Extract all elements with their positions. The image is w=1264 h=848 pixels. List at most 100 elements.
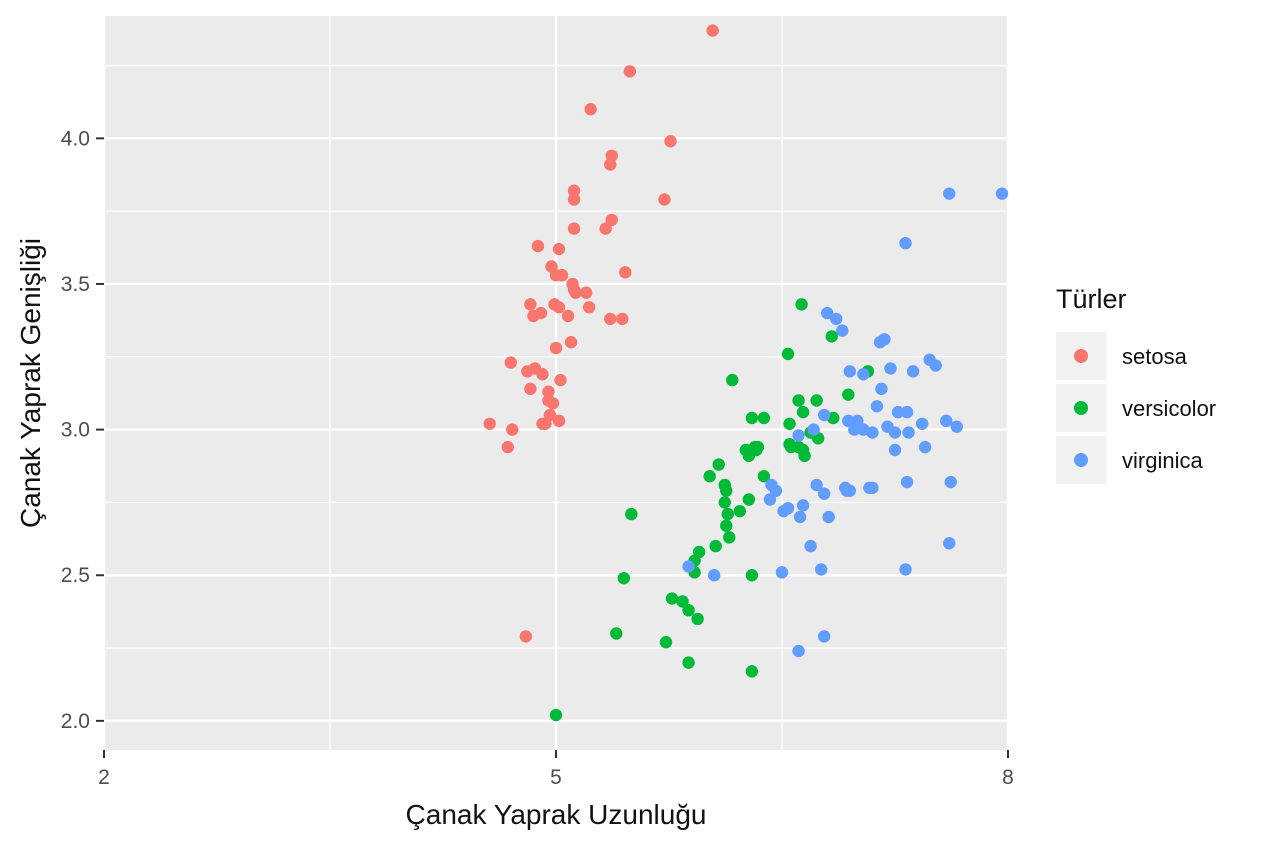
axes: 2 5 8 2.0 2.5 3.0 3.5 4.0 [61,127,1014,789]
point-virginica [793,510,807,524]
point-virginica [792,429,805,442]
point-virginica [796,499,810,512]
point-virginica [769,484,783,497]
point-virginica [810,478,823,492]
point-versicolor [842,388,855,401]
point-virginica [817,630,831,643]
point-setosa [567,193,581,206]
point-versicolor [703,470,716,483]
point-setosa [549,341,563,355]
point-versicolor [676,595,689,608]
point-virginica [843,365,856,378]
legend-swatch-virginica [1074,453,1088,467]
point-setosa [536,368,549,381]
point-setosa [567,222,581,235]
point-setosa [567,184,581,197]
point-setosa [584,103,597,116]
point-versicolor [723,531,736,544]
point-virginica [906,365,920,378]
point-virginica [995,187,1009,200]
point-versicolor [682,656,695,669]
point-setosa [483,417,496,430]
point-versicolor [659,636,673,649]
point-setosa [521,365,534,378]
point-virginica [900,405,914,419]
point-versicolor [783,417,796,430]
point-virginica [781,502,795,515]
data-points [483,24,1009,722]
point-virginica [775,566,789,579]
point-setosa [658,193,671,206]
point-setosa [552,414,566,428]
point-versicolor [720,519,733,532]
point-virginica [918,440,932,454]
point-virginica [708,569,721,582]
point-virginica [807,423,820,436]
x-tick-label: 5 [550,766,562,789]
point-setosa [561,309,575,323]
point-virginica [814,563,828,576]
point-versicolor [712,458,725,471]
point-versicolor [610,627,623,640]
point-virginica [915,417,929,430]
point-setosa [604,158,617,171]
point-virginica [888,426,902,439]
point-virginica [875,382,888,396]
point-versicolor [742,493,756,506]
point-setosa [552,301,566,314]
point-versicolor [691,612,704,626]
point-versicolor [757,411,771,425]
point-versicolor [721,507,734,521]
point-virginica [866,481,879,495]
y-tick-label: 2.5 [61,564,90,587]
point-versicolor [792,394,805,407]
point-virginica [891,405,905,419]
point-setosa [527,309,540,323]
point-virginica [899,236,912,250]
point-versicolor [798,449,811,463]
x-tick-label: 8 [1002,766,1014,789]
legend-swatch-versicolor [1074,401,1088,415]
point-versicolor [745,569,759,582]
point-setosa [504,356,517,369]
point-versicolor [825,330,838,343]
point-setosa [579,286,593,299]
point-setosa [564,336,578,349]
point-versicolor [625,507,638,521]
point-versicolor [795,298,808,311]
point-setosa [605,213,618,227]
point-setosa [542,385,555,398]
point-virginica [842,414,855,428]
point-setosa [552,242,566,256]
y-tick-label: 3.5 [61,273,90,296]
point-setosa [549,269,563,282]
point-virginica [873,336,887,349]
point-setosa [616,312,629,326]
point-versicolor [742,449,756,463]
point-virginica [836,324,849,337]
legend-label-versicolor: versicolor [1122,396,1216,421]
point-versicolor [796,405,810,419]
legend-label-virginica: virginica [1122,448,1203,473]
point-virginica [884,362,897,375]
point-virginica [929,359,942,372]
point-setosa [524,382,537,396]
point-virginica [900,475,914,489]
point-setosa [623,65,637,78]
y-axis-title: Çanak Yaprak Genişliği [15,238,46,528]
point-virginica [857,368,870,381]
point-setosa [506,423,519,436]
point-versicolor [709,539,722,553]
point-versicolor [745,411,759,425]
point-versicolor [757,470,771,483]
y-tick-label: 2.0 [61,710,90,733]
point-versicolor [682,603,695,617]
point-versicolor [617,571,630,585]
x-axis-title: Çanak Yaprak Uzunluğu [406,799,707,830]
point-virginica [763,493,777,506]
point-virginica [843,484,856,497]
point-virginica [870,400,884,413]
point-setosa [604,312,617,326]
point-virginica [817,487,831,500]
legend-swatch-setosa [1074,349,1088,363]
